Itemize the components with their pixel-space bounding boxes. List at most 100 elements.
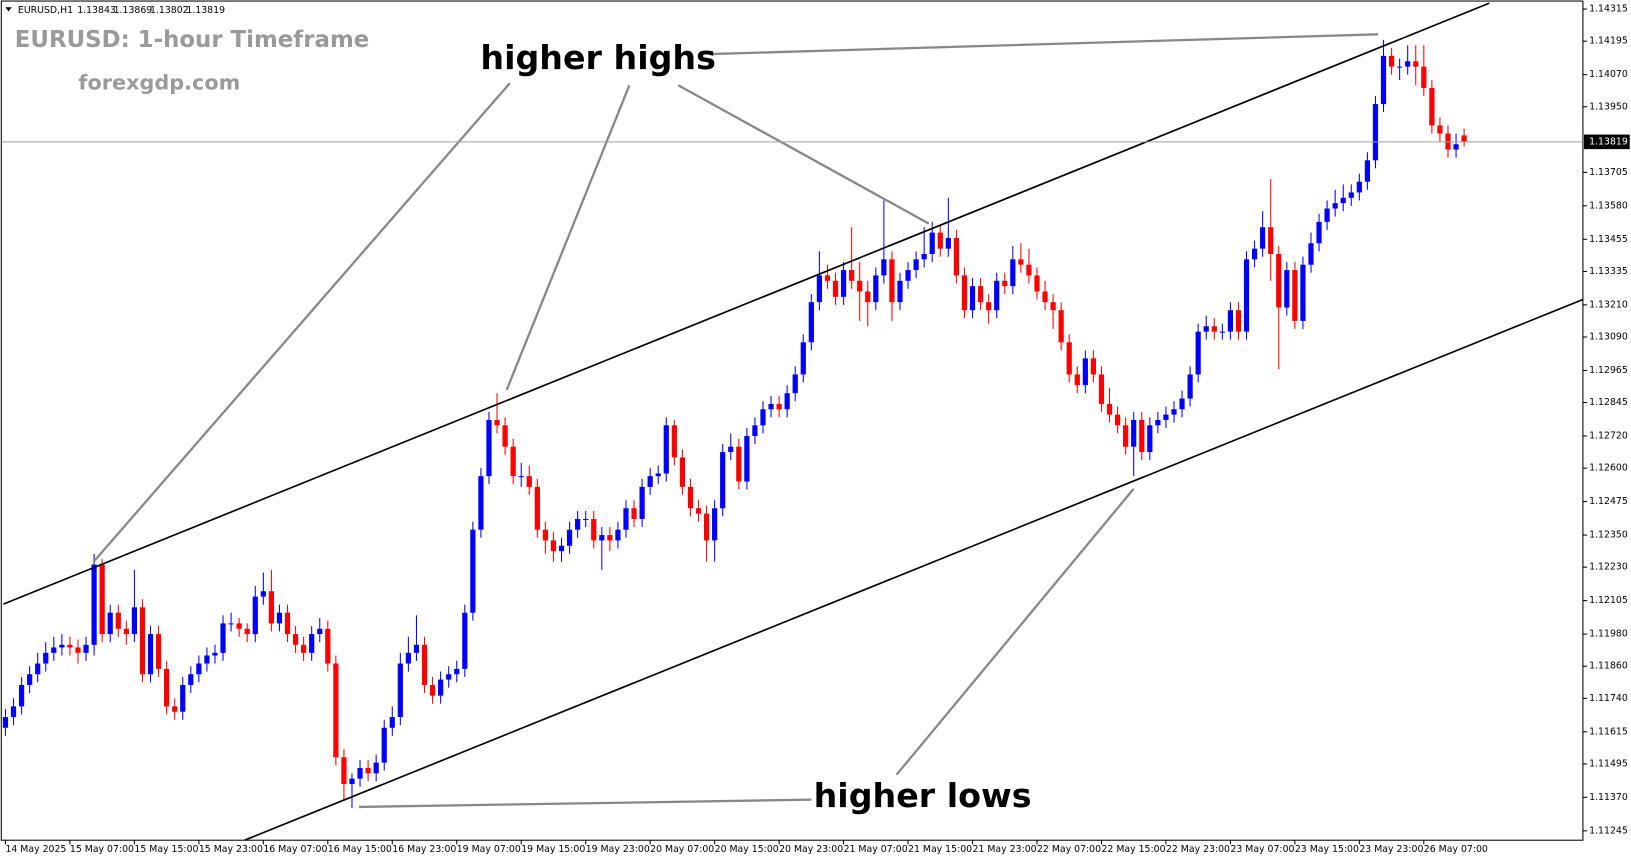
candle-body (760, 409, 766, 426)
upper-channel-line (3, 2, 1490, 605)
candle-body (454, 668, 460, 675)
candle-body (905, 270, 911, 281)
candle-body (575, 518, 581, 530)
plot-frame (0, 0, 1584, 841)
x-tick-label: 21 May 07:00 (844, 844, 908, 855)
candle-body (687, 486, 694, 509)
candle-body (301, 644, 307, 653)
y-tick-label: 1.11495 (1589, 758, 1628, 769)
x-tick-label: 14 May 2025 (5, 844, 66, 855)
pointer-line (358, 798, 812, 809)
candle-body (317, 628, 323, 635)
candle-body (1276, 253, 1282, 308)
candle-body (1429, 88, 1435, 126)
candle-body (744, 436, 750, 482)
y-tick-label: 1.12475 (1589, 496, 1628, 507)
candle-body (284, 612, 291, 635)
candle-body (1034, 275, 1040, 292)
candle-body (550, 540, 557, 552)
candle-body (752, 425, 758, 437)
candle-body (188, 674, 194, 685)
candle-body (325, 628, 331, 664)
y-tick-label: 1.11615 (1589, 726, 1628, 737)
x-tick-label: 26 May 07:00 (1424, 844, 1488, 855)
candle-body (18, 684, 25, 707)
candles (2, 39, 1467, 809)
candle-body (51, 647, 57, 653)
x-tick-label: 19 May 15:00 (521, 844, 585, 855)
candle-body (1171, 409, 1177, 415)
candle-body (873, 275, 879, 303)
candle-body (131, 607, 137, 635)
candle-body (768, 403, 774, 410)
candle-body (1114, 414, 1121, 426)
candle-body (921, 253, 927, 260)
candle-body (107, 612, 113, 635)
y-tick-label: 1.13210 (1589, 299, 1628, 310)
candle-body (647, 476, 653, 487)
candle-body (623, 508, 629, 530)
candle-body (1195, 331, 1201, 375)
candle-body (566, 529, 573, 546)
annotation: higher lows (814, 776, 1032, 815)
x-tick-label: 19 May 07:00 (457, 844, 521, 855)
candle-body (1066, 342, 1072, 375)
candle-body (155, 634, 162, 669)
pointer-line (710, 33, 1379, 56)
candle-body (703, 513, 710, 541)
candle-body (1251, 248, 1258, 260)
y-tick-label: 1.13090 (1589, 331, 1628, 342)
y-tick-label: 1.12230 (1589, 562, 1628, 573)
y-tick-label: 1.13335 (1589, 266, 1628, 277)
x-tick-label: 15 May 23:00 (199, 844, 263, 855)
candle-body (1050, 302, 1056, 311)
y-tick-label: 1.12845 (1589, 397, 1628, 408)
candle-body (1260, 227, 1266, 249)
candle-body (1090, 358, 1097, 375)
y-tick-label: 1.14070 (1589, 69, 1628, 80)
candle-body (147, 634, 154, 675)
header-open: 1.13843 (77, 5, 116, 16)
candle-body (808, 302, 814, 343)
x-tick-label: 20 May 07:00 (650, 844, 714, 855)
candle-body (478, 476, 484, 530)
candle-body (1163, 414, 1169, 420)
candle-body (1002, 280, 1008, 287)
y-tick-label: 1.11370 (1589, 792, 1628, 803)
candle-body (712, 508, 718, 541)
x-tick-label: 19 May 23:00 (586, 844, 650, 855)
candle-body (929, 232, 935, 254)
pointer-line (92, 82, 511, 563)
candle-body (405, 652, 411, 664)
candle-body (35, 663, 41, 675)
candle-body (937, 232, 943, 249)
candle-body (1324, 208, 1330, 222)
candle-body (800, 342, 806, 375)
candle-body (832, 280, 839, 297)
candle-body (1106, 403, 1113, 415)
candle-body (1356, 181, 1362, 193)
x-tick-label: 23 May 07:00 (1230, 844, 1294, 855)
candle-body (881, 259, 887, 276)
x-tick-label: 22 May 15:00 (1101, 844, 1165, 855)
y-tick-label: 1.11980 (1589, 629, 1628, 640)
candle-body (268, 591, 274, 624)
candle-body (977, 286, 984, 303)
candle-body (720, 452, 726, 509)
candle-body (67, 644, 73, 648)
y-tick-label: 1.12720 (1589, 431, 1628, 442)
candle-body (1219, 331, 1225, 333)
candle-body (1155, 419, 1161, 426)
header-low: 1.13802 (150, 5, 189, 16)
candle-body (43, 652, 49, 664)
candle-body (212, 652, 218, 656)
candle-body (1211, 326, 1217, 332)
x-tick-label: 16 May 23:00 (392, 844, 456, 855)
candle-body (1461, 135, 1467, 142)
y-tick-label: 1.12600 (1589, 463, 1628, 474)
candle-body (91, 564, 97, 645)
candle-body (1348, 192, 1354, 198)
candle-body (373, 762, 379, 774)
candle-body (1042, 291, 1048, 303)
